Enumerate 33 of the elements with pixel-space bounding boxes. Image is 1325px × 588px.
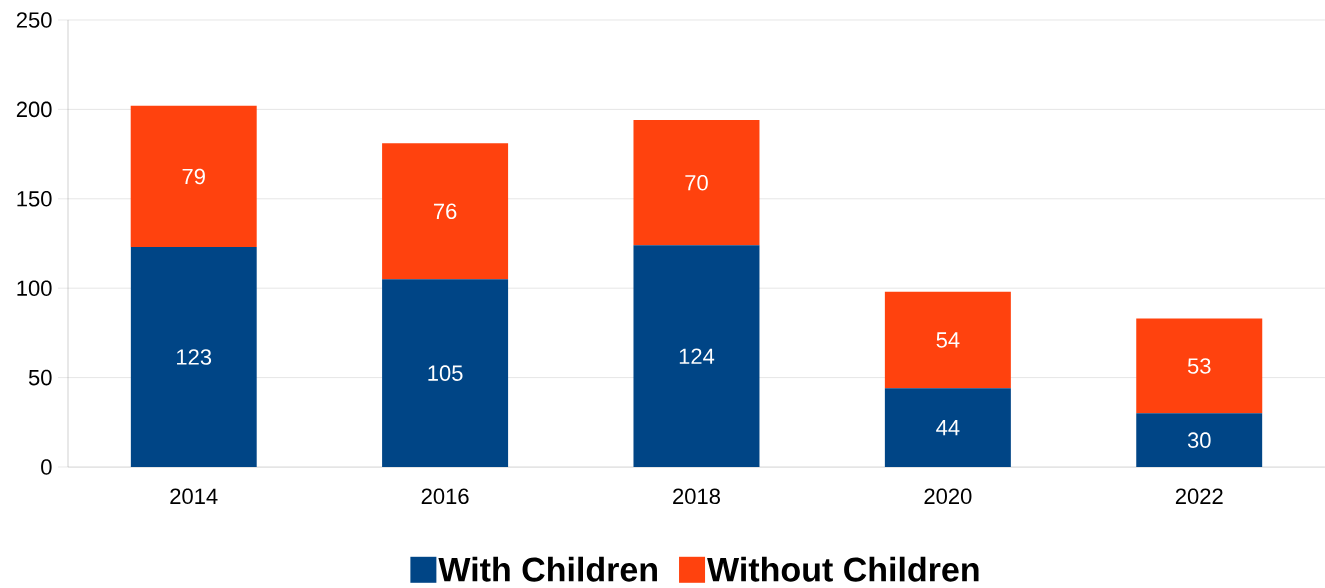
bar (1136, 413, 1263, 467)
legend-label: Without Children (707, 556, 979, 582)
data-label: 76 (433, 203, 457, 220)
y-tick-label: 50 (28, 369, 52, 386)
data-label: 70 (685, 174, 708, 191)
data-label: 53 (1187, 358, 1211, 374)
y-tick-label: 150 (17, 190, 52, 207)
bar (884, 388, 1011, 467)
x-tick-label: 2018 (673, 488, 720, 505)
bar (1136, 318, 1263, 414)
bar (633, 120, 760, 246)
y-tick-label: 200 (16, 101, 52, 118)
data-label: 44 (936, 420, 960, 436)
x-tick-label: 2022 (1175, 488, 1223, 505)
data-label: 30 (1187, 432, 1211, 448)
data-label: 124 (679, 348, 715, 364)
x-tick-label: 2014 (170, 488, 218, 505)
data-label: 79 (182, 168, 205, 185)
bar (633, 245, 760, 467)
data-label: 54 (936, 332, 960, 348)
x-tick-label: 2016 (421, 488, 469, 505)
bar (382, 279, 509, 467)
bar (130, 247, 257, 467)
y-tick-label: 0 (41, 459, 52, 475)
bar (130, 105, 257, 248)
bar (884, 291, 1011, 389)
data-label: 123 (177, 349, 212, 365)
y-tick-label: 250 (16, 12, 52, 28)
data-label: 105 (428, 365, 463, 381)
y-tick-label: 100 (17, 280, 52, 296)
x-tick-label: 2020 (924, 488, 972, 505)
legend-label: With Children (438, 556, 657, 582)
bar (382, 143, 509, 280)
